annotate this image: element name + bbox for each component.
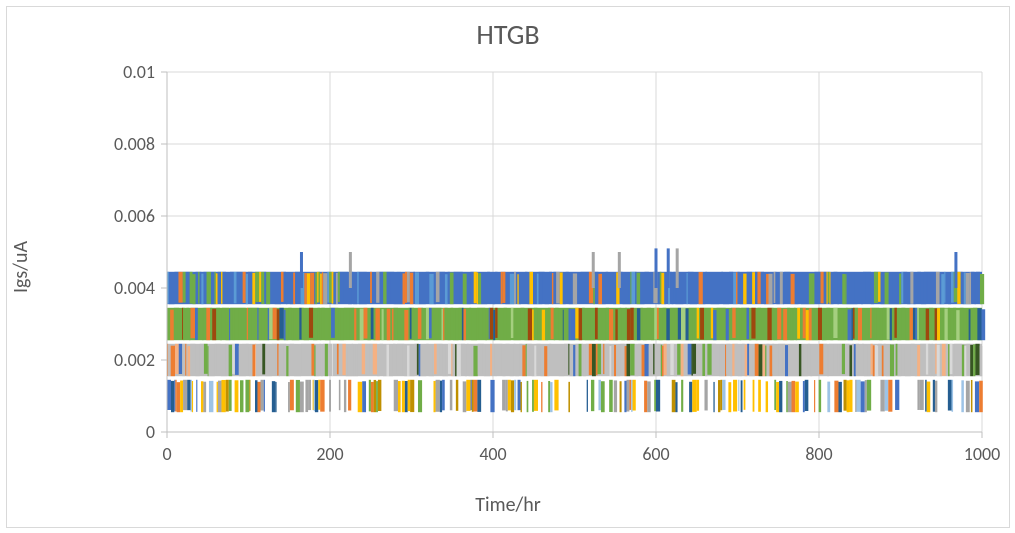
chart-frame: HTGB Igs/uA 0200400600800100000.0020.004… [6, 6, 1010, 528]
svg-text:400: 400 [479, 443, 506, 465]
svg-text:200: 200 [316, 443, 343, 465]
chart-title: HTGB [7, 17, 1009, 52]
svg-text:800: 800 [805, 443, 832, 465]
plot-svg: 0200400600800100000.0020.0040.0060.0080.… [167, 72, 982, 432]
svg-text:1000: 1000 [964, 443, 1001, 465]
y-axis-label: Igs/uA [9, 241, 33, 293]
svg-text:0.006: 0.006 [114, 205, 155, 227]
svg-text:0: 0 [162, 443, 171, 465]
svg-text:600: 600 [642, 443, 669, 465]
x-axis-label: Time/hr [7, 493, 1009, 517]
svg-text:0: 0 [146, 421, 155, 443]
svg-text:0.01: 0.01 [123, 61, 155, 83]
svg-text:0.004: 0.004 [114, 277, 155, 299]
plot-area: 0200400600800100000.0020.0040.0060.0080.… [167, 72, 982, 432]
svg-text:0.008: 0.008 [114, 133, 155, 155]
svg-text:0.002: 0.002 [114, 349, 155, 371]
